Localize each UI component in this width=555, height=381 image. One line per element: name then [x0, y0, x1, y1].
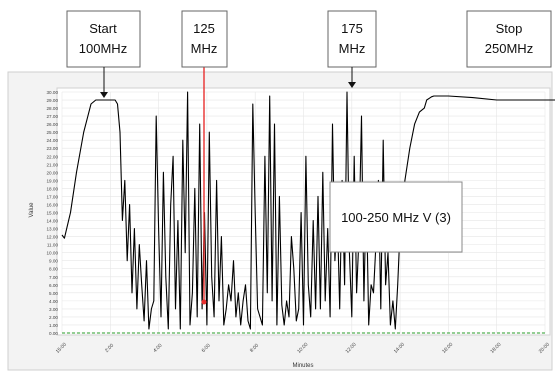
callout-start-line2: 100MHz — [79, 41, 127, 56]
y-tick-label: 8.00 — [49, 267, 58, 272]
y-tick-label: 15.00 — [47, 211, 59, 216]
y-tick-label: 16.00 — [47, 202, 59, 207]
y-tick-label: 13.00 — [47, 227, 59, 232]
callout-175: 175 MHz — [327, 10, 377, 88]
y-tick-label: 0.00 — [49, 331, 58, 336]
y-tick-label: 25.00 — [47, 130, 59, 135]
callout-stop-line2: 250MHz — [485, 41, 533, 56]
y-axis-title: Value — [29, 202, 35, 218]
y-tick-label: 18.00 — [47, 186, 59, 191]
callout-stop: Stop 250MHz — [466, 10, 552, 68]
y-tick-label: 2.00 — [49, 315, 58, 320]
series-line-0 — [61, 91, 555, 330]
callout-stop-line1: Stop — [496, 21, 523, 36]
y-tick-label: 6.00 — [49, 283, 58, 288]
callout-stop-box — [466, 10, 552, 68]
x-tick-label: 2:00 — [104, 343, 115, 354]
y-tick-label: 21.00 — [47, 162, 59, 167]
y-tick-label: 10.00 — [47, 251, 59, 256]
x-tick-label: 8:00 — [249, 343, 260, 354]
y-tick-label: 29.00 — [47, 98, 59, 103]
y-tick-label: 24.00 — [47, 138, 59, 143]
y-axis: 0.00 1.00 2.00 3.00 4.00 5.00 6.00 7.00 8.00 9.00… — [47, 90, 59, 336]
y-tick-label: 17.00 — [47, 194, 59, 199]
x-tick-label: 6:00 — [201, 343, 212, 354]
callout-start-box — [66, 10, 141, 68]
marker-125mhz-dot — [201, 299, 207, 305]
x-axis-title: Minutes — [292, 363, 313, 369]
y-tick-label: 28.00 — [47, 106, 59, 111]
callout-125-box — [181, 10, 228, 68]
inset-label-box — [329, 181, 463, 253]
y-tick-label: 7.00 — [49, 275, 58, 280]
y-tick-label: 23.00 — [47, 146, 59, 151]
series-lines — [61, 91, 555, 330]
callout-125: 125 MHz — [181, 10, 228, 68]
callout-start: Start 100MHz — [66, 10, 141, 98]
y-tick-label: 30.00 — [47, 90, 59, 95]
y-tick-label: 9.00 — [49, 259, 58, 264]
y-tick-label: 5.00 — [49, 291, 58, 296]
callout-start-line1: Start — [89, 21, 117, 36]
y-tick-label: 22.00 — [47, 154, 59, 159]
y-tick-label: 11.00 — [47, 243, 59, 248]
y-tick-label: 4.00 — [49, 299, 58, 304]
callout-175-line2: MHz — [339, 41, 366, 56]
callout-125-line1: 125 — [193, 21, 215, 36]
y-tick-label: 3.00 — [49, 307, 58, 312]
inset-label: 100-250 MHz V (3) — [329, 181, 463, 253]
callout-start-arrowhead — [100, 92, 108, 98]
y-tick-label: 26.00 — [47, 122, 59, 127]
y-tick-label: 19.00 — [47, 178, 59, 183]
callout-175-line1: 175 — [341, 21, 363, 36]
inset-label-text: 100-250 MHz V (3) — [341, 210, 451, 225]
y-tick-label: 14.00 — [47, 219, 59, 224]
y-tick-label: 1.00 — [49, 323, 58, 328]
y-tick-label: 20.00 — [47, 170, 59, 175]
callout-125-line2: MHz — [191, 41, 218, 56]
y-tick-label: 27.00 — [47, 114, 59, 119]
x-tick-label: 4:00 — [152, 343, 163, 354]
callout-175-box — [327, 10, 377, 68]
callout-175-arrowhead — [348, 82, 356, 88]
y-tick-label: 12.00 — [47, 235, 59, 240]
